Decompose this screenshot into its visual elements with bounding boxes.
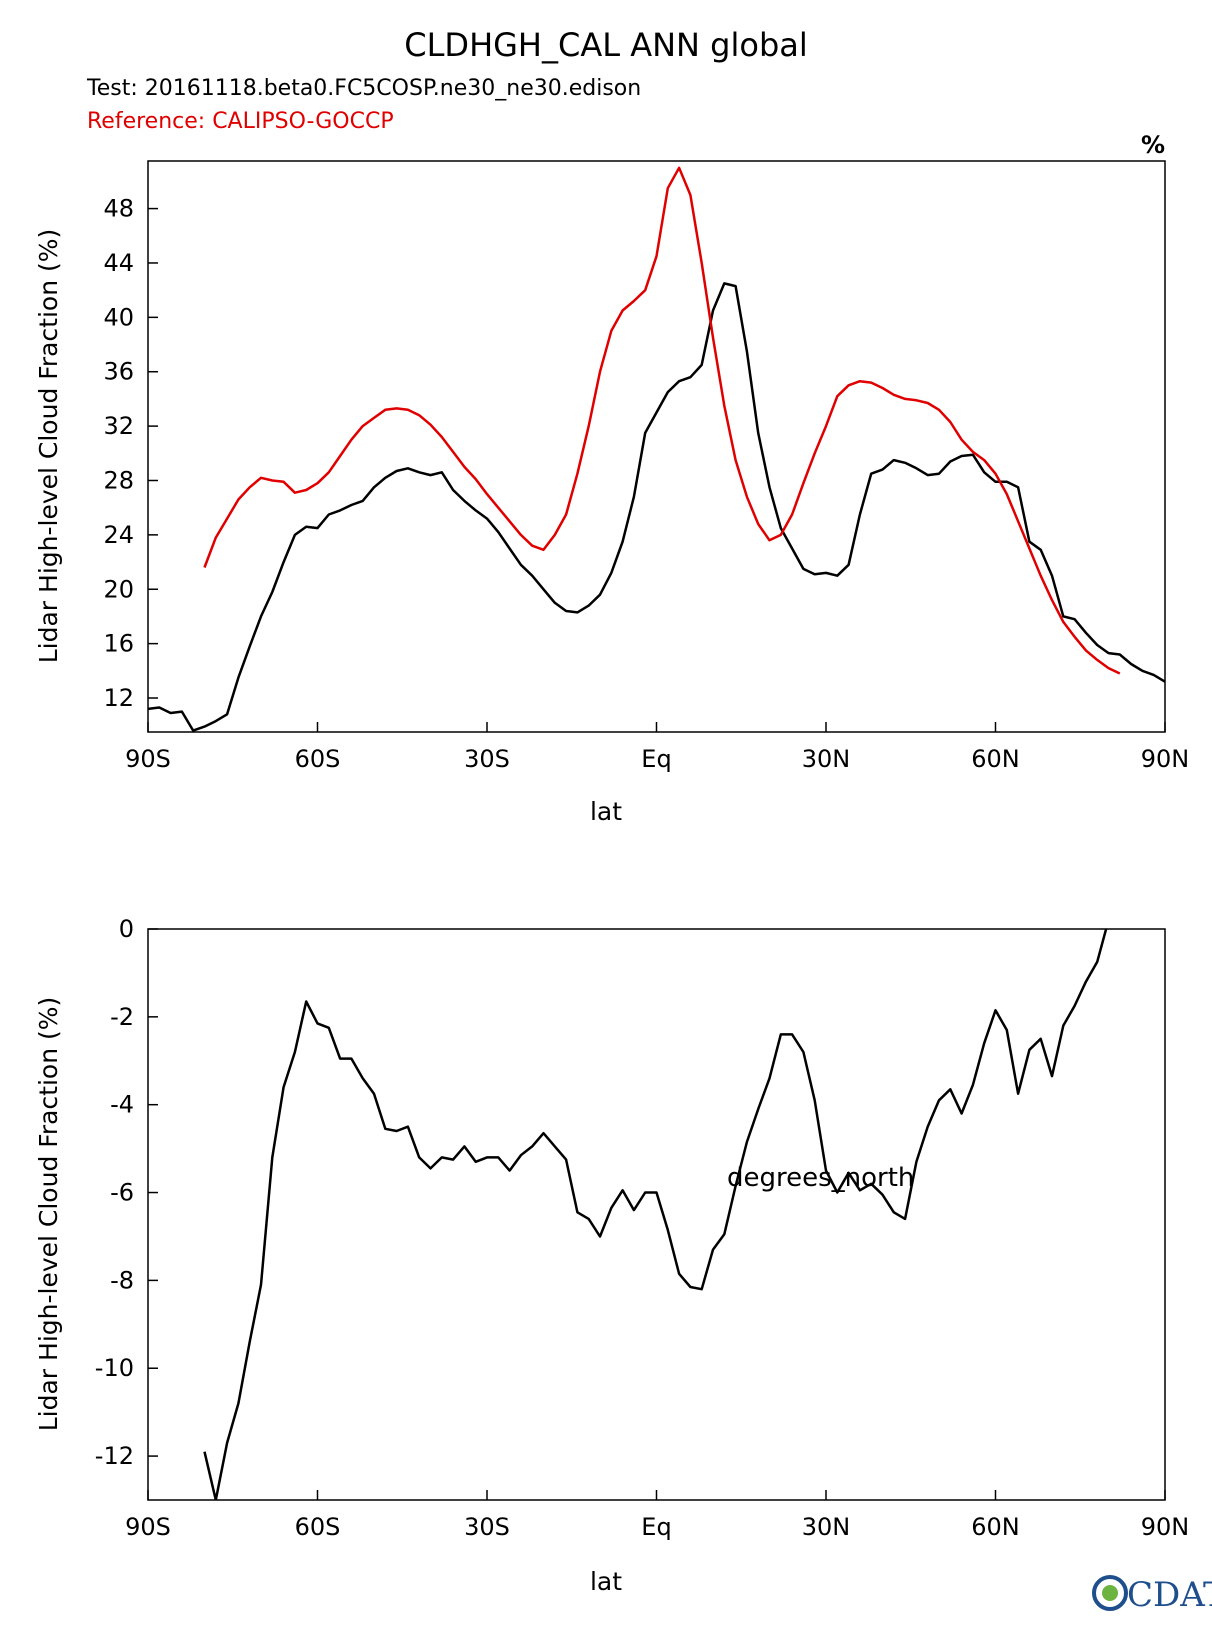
- bottom-x-tick-label: 60S: [295, 1513, 341, 1541]
- bottom-x-tick-label: 90N: [1141, 1513, 1190, 1541]
- top-x-tick-label: Eq: [641, 745, 671, 773]
- top-x-axis-label: lat: [590, 797, 622, 826]
- top-x-ticks: 90S 60S 30S Eq 30N 60N 90N: [125, 722, 1189, 773]
- bottom-y-tick-label: -4: [110, 1091, 134, 1119]
- bottom-panel: 0 -2 -4 -6 -8 -10 -12 90S 60S 30S Eq 30N 60N 90N deg…: [34, 915, 1189, 1596]
- bottom-y-tick-label: -10: [95, 1354, 134, 1382]
- top-y-tick-label: 48: [103, 195, 134, 223]
- bottom-x-tick-label: 90S: [125, 1513, 171, 1541]
- top-y-tick-label: 44: [103, 249, 134, 277]
- cdat-logo-icon: [1092, 1575, 1128, 1611]
- bottom-x-tick-label: 60N: [971, 1513, 1020, 1541]
- bottom-x-tick-label: 30N: [802, 1513, 851, 1541]
- top-y-tick-label: 40: [103, 303, 134, 331]
- cdat-logo: CDAT: [1092, 1575, 1212, 1615]
- bottom-plot-frame: [147, 928, 1166, 1501]
- top-y-ticks: 12 16 20 24 28 32 36 40 44 48: [103, 195, 158, 712]
- top-y-tick-label: 28: [103, 466, 134, 494]
- top-x-tick-label: 30N: [802, 745, 851, 773]
- top-y-tick-label: 20: [103, 575, 134, 603]
- test-subtitle: Test: 20161118.beta0.FC5COSP.ne30_ne30.e…: [86, 76, 641, 101]
- bottom-x-axis-label: lat: [590, 1567, 622, 1596]
- bottom-x-tick-label: 30S: [464, 1513, 510, 1541]
- chart-title: CLDHGH_CAL ANN global: [404, 26, 808, 64]
- units-label: %: [1141, 131, 1165, 159]
- bottom-y-tick-label: -12: [95, 1442, 134, 1470]
- top-y-tick-label: 12: [103, 684, 134, 712]
- top-series-test-line: [148, 282, 1165, 732]
- top-series-reference-line: [203, 166, 1121, 675]
- bottom-y-tick-label: -8: [110, 1266, 134, 1294]
- cdat-logo-dot: [1102, 1585, 1118, 1601]
- top-series: [148, 166, 1165, 732]
- top-plot-frame: [147, 160, 1166, 733]
- bottom-x-tick-label: Eq: [641, 1513, 671, 1541]
- cdat-logo-text: CDAT: [1127, 1575, 1212, 1615]
- top-y-tick-label: 36: [103, 358, 134, 386]
- top-x-tick-label: 60S: [295, 745, 341, 773]
- bottom-y-tick-label: 0: [119, 915, 134, 943]
- reference-subtitle: Reference: CALIPSO-GOCCP: [87, 109, 394, 134]
- top-y-tick-label: 24: [103, 521, 134, 549]
- bottom-y-axis-label: Lidar High-level Cloud Fraction (%): [34, 997, 63, 1432]
- top-y-axis-label: Lidar High-level Cloud Fraction (%): [34, 229, 63, 664]
- bottom-series-test-reference-line: [203, 929, 1108, 1500]
- bottom-y-tick-label: -2: [110, 1003, 134, 1031]
- top-x-tick-label: 60N: [971, 745, 1020, 773]
- top-y-tick-label: 32: [103, 412, 134, 440]
- bottom-series: [203, 929, 1108, 1500]
- top-x-tick-label: 90S: [125, 745, 171, 773]
- bottom-y-ticks: 0 -2 -4 -6 -8 -10 -12: [95, 915, 158, 1470]
- top-y-tick-label: 16: [103, 630, 134, 658]
- top-x-tick-label: 90N: [1141, 745, 1190, 773]
- bottom-annotation: degrees_north: [727, 1163, 914, 1193]
- bottom-x-ticks: 90S 60S 30S Eq 30N 60N 90N: [125, 1490, 1189, 1541]
- bottom-y-tick-label: -6: [110, 1179, 134, 1207]
- top-x-tick-label: 30S: [464, 745, 510, 773]
